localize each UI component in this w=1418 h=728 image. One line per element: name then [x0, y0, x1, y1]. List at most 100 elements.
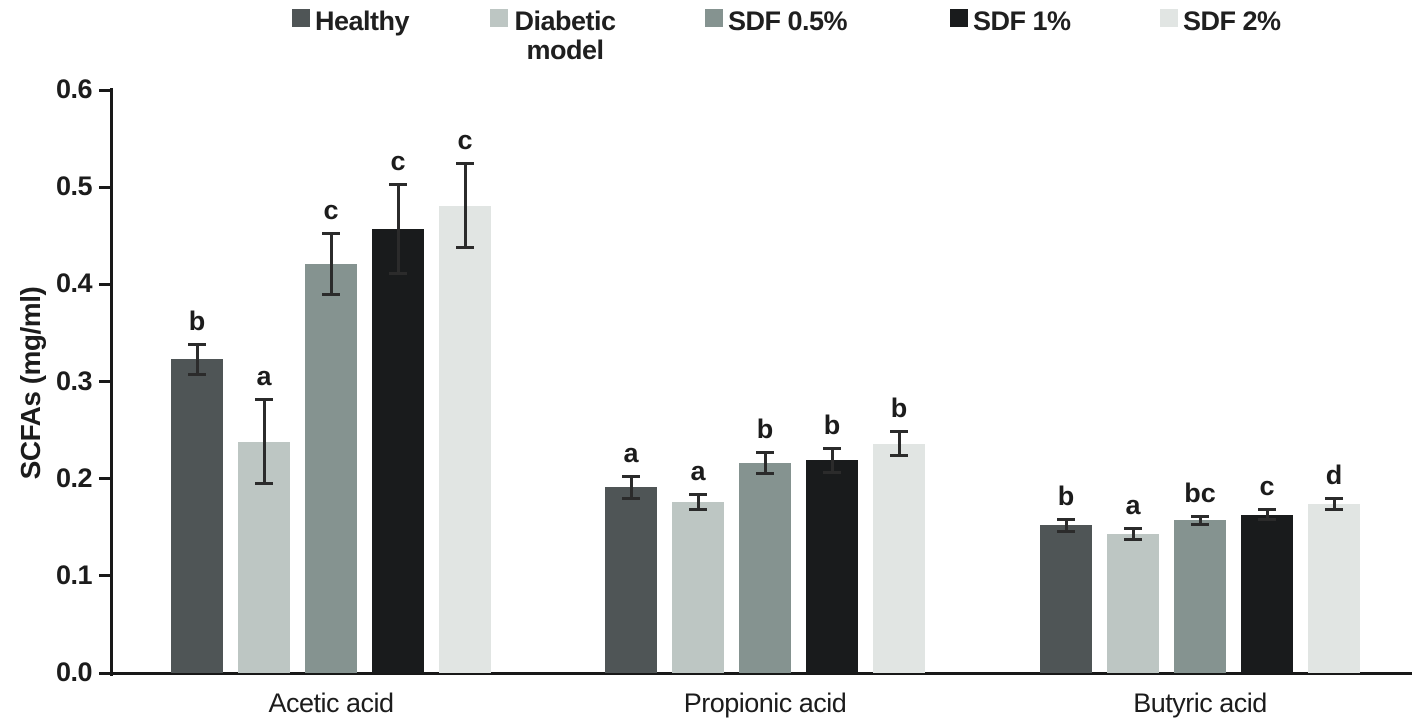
legend-item-label: Diabetic model — [514, 6, 616, 65]
error-bar-cap-top — [1057, 517, 1075, 521]
error-bar-line — [1064, 518, 1068, 533]
y-axis-tick-label: 0.5 — [55, 171, 93, 202]
y-axis-tick — [99, 380, 111, 383]
y-axis-tick-label: 0.2 — [55, 462, 93, 493]
error-bar-cap-bottom — [1124, 537, 1142, 541]
error-bar-cap-bottom — [689, 507, 707, 511]
legend-item: Healthy — [292, 6, 410, 36]
error-bar-cap-top — [823, 446, 841, 450]
y-axis-tick — [99, 282, 111, 286]
error-bar-cap-bottom — [890, 454, 908, 458]
legend-item-label: SDF 1% — [973, 6, 1071, 36]
bar — [873, 443, 925, 673]
error-bar-cap-bottom — [622, 497, 640, 501]
error-bar-cap-top — [322, 231, 340, 235]
x-category-label: Propionic acid — [683, 688, 847, 718]
significance-letter: bc — [1184, 477, 1216, 508]
y-axis-tick-label: 0.1 — [55, 559, 93, 590]
bar — [439, 205, 491, 673]
error-bar-line — [463, 162, 467, 249]
bar — [806, 460, 858, 673]
legend-swatch-icon — [490, 9, 508, 27]
error-bar-cap-top — [756, 451, 774, 455]
significance-letter: c — [323, 194, 339, 225]
legend-item-label: SDF 2% — [1183, 6, 1281, 36]
bar — [171, 359, 223, 673]
significance-letter: a — [623, 437, 639, 468]
significance-letter: c — [1259, 470, 1275, 501]
bar — [1107, 534, 1159, 673]
legend-item: Diabetic model — [490, 7, 617, 65]
bar — [739, 463, 791, 673]
error-bar-cap-top — [255, 397, 273, 401]
error-bar-cap-top — [622, 474, 640, 478]
significance-letter: b — [823, 409, 841, 440]
bar — [305, 263, 357, 673]
error-bar-cap-top — [456, 161, 474, 165]
significance-letter: b — [890, 393, 908, 424]
error-bar-line — [329, 232, 333, 295]
significance-letter: c — [390, 146, 406, 177]
y-axis-tick-label: 0.3 — [55, 365, 93, 396]
error-bar-line — [897, 431, 901, 457]
y-axis-tick — [99, 574, 111, 578]
error-bar-line — [830, 447, 834, 473]
error-bar-line — [262, 398, 266, 485]
error-bar-cap-top — [890, 430, 908, 434]
y-axis-tick-label: 0.4 — [55, 268, 93, 299]
bar — [1241, 514, 1293, 673]
error-bar-cap-bottom — [1191, 523, 1209, 527]
error-bar-cap-bottom — [756, 471, 774, 475]
y-axis-tick-label: 0.0 — [55, 657, 93, 687]
error-bar-line — [696, 494, 700, 510]
legend-swatch-icon — [950, 9, 968, 27]
significance-letter: a — [1125, 490, 1141, 521]
bar — [372, 228, 424, 673]
error-bar-line — [763, 452, 767, 474]
error-bar-line — [1198, 515, 1202, 526]
error-bar-cap-top — [389, 183, 407, 187]
legend-swatch-icon — [1160, 9, 1178, 27]
bar — [672, 501, 724, 673]
y-axis-tick-label: 0.6 — [55, 74, 93, 104]
error-bar-cap-top — [1191, 514, 1209, 518]
x-category-label: Butyric acid — [1133, 688, 1267, 718]
error-bar-cap-top — [1258, 507, 1276, 511]
error-bar-cap-top — [188, 342, 206, 346]
error-bar-cap-bottom — [1258, 518, 1276, 522]
significance-letter: d — [1325, 460, 1343, 491]
bar — [605, 487, 657, 673]
legend-swatch-icon — [705, 9, 723, 27]
y-axis-tick — [99, 88, 111, 92]
legend-item: SDF 1% — [950, 7, 1071, 36]
legend-item-label: SDF 0.5% — [728, 6, 848, 36]
error-bar-cap-bottom — [322, 293, 340, 297]
error-bar-line — [1265, 508, 1269, 521]
error-bar-cap-bottom — [188, 372, 206, 376]
legend-item: SDF 2% — [1160, 7, 1281, 36]
error-bar-cap-bottom — [456, 246, 474, 250]
x-category-label: Acetic acid — [268, 688, 394, 718]
error-bar-cap-bottom — [389, 271, 407, 275]
error-bar-cap-bottom — [255, 482, 273, 486]
bar — [1040, 525, 1092, 673]
error-bar-cap-bottom — [823, 470, 841, 474]
error-bar-cap-top — [1124, 527, 1142, 531]
bar — [1308, 503, 1360, 673]
error-bar-cap-top — [1325, 497, 1343, 501]
significance-letter: b — [1057, 480, 1075, 511]
error-bar-cap-bottom — [1057, 530, 1075, 534]
error-bar-line — [195, 343, 199, 375]
bar — [1174, 520, 1226, 673]
legend-item-label: Healthy — [315, 6, 410, 36]
significance-letter: b — [188, 305, 206, 336]
significance-letter: a — [690, 456, 706, 487]
significance-letter: b — [756, 414, 774, 445]
error-bar-line — [1332, 498, 1336, 510]
error-bar-cap-top — [689, 493, 707, 497]
significance-letter: c — [457, 124, 473, 155]
y-axis-line — [110, 88, 113, 676]
legend-item: SDF 0.5% — [705, 6, 848, 36]
significance-letter: a — [256, 360, 272, 391]
